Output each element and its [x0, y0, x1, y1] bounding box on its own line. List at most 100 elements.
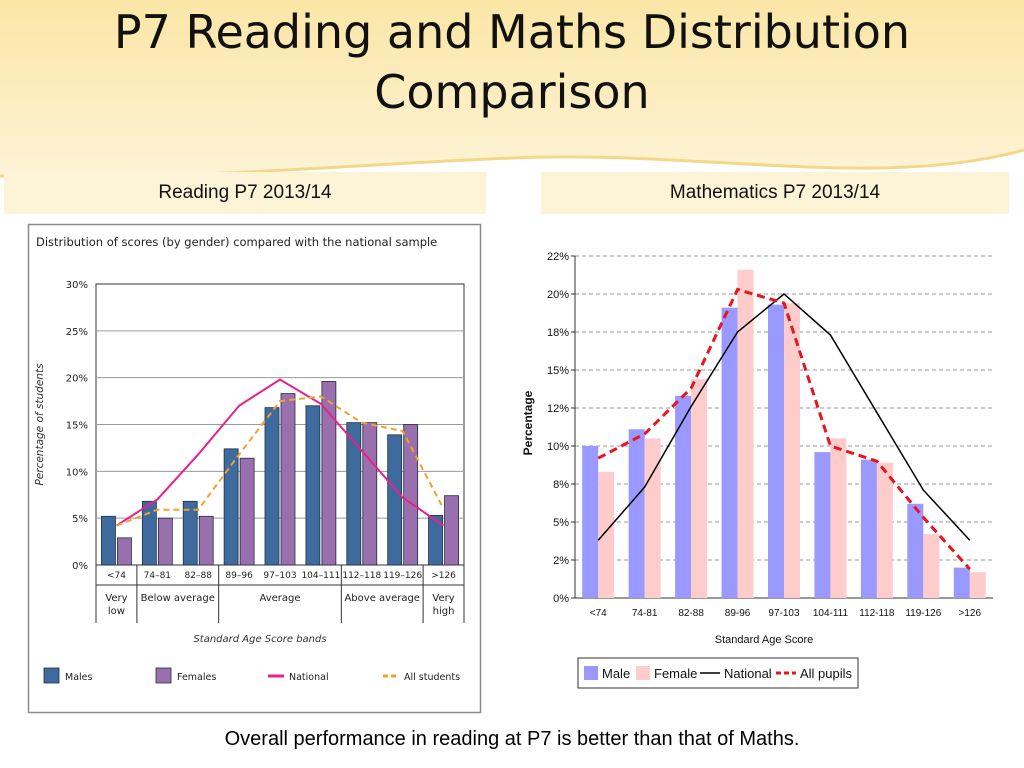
- reading-bar-females: [198, 515, 214, 566]
- maths-bar-female: [830, 438, 847, 598]
- maths-bar-male: [814, 452, 831, 598]
- reading-bar-females: [321, 381, 337, 566]
- reading-bar-males: [264, 407, 280, 566]
- reading-bar-males: [346, 422, 362, 566]
- maths-ytick-label: 12%: [547, 403, 569, 415]
- maths-xtick-label: 119-126: [905, 608, 941, 619]
- maths-legend-label: Female: [654, 666, 697, 681]
- maths-xtick-label: 89-96: [725, 608, 751, 619]
- maths-heading: Mathematics P7 2013/14: [541, 172, 1009, 214]
- reading-band-label: Above average: [344, 593, 420, 604]
- maths-bar-female: [644, 438, 661, 598]
- reading-chart: Distribution of scores (by gender) compa…: [27, 223, 482, 714]
- reading-bar-males: [101, 515, 116, 566]
- reading-xtick-label: >126: [431, 571, 456, 581]
- reading-bar-females: [239, 457, 255, 566]
- maths-bar-female: [691, 379, 708, 598]
- reading-legend-label: All students: [404, 672, 460, 683]
- maths-ytick-label: 10%: [547, 441, 569, 453]
- reading-ytick-label: 20%: [66, 374, 88, 385]
- maths-line-national: [597, 293, 971, 541]
- reading-legend-label: National: [289, 672, 329, 683]
- maths-ytick-label: 15%: [547, 365, 569, 377]
- maths-xtick-label: 74-81: [632, 608, 658, 619]
- maths-bar-female: [876, 462, 893, 598]
- reading-bar-females: [280, 393, 296, 566]
- reading-band-label: Average: [259, 593, 300, 604]
- reading-band-label: low: [108, 606, 125, 617]
- reading-xtick-label: <74: [107, 571, 126, 581]
- maths-bar-male: [907, 503, 924, 598]
- maths-bar-female: [969, 572, 986, 598]
- maths-xtick-label: 104-111: [813, 608, 849, 619]
- maths-legend-swatch: [584, 666, 598, 680]
- reading-bar-males: [182, 500, 198, 566]
- maths-bar-male: [953, 567, 970, 598]
- maths-xtick-label: >126: [959, 608, 982, 619]
- slide-caption: Overall performance in reading at P7 is …: [224, 728, 800, 750]
- reading-bar-females: [362, 422, 378, 566]
- reading-xtick-label: 74–81: [144, 571, 171, 581]
- maths-legend-label: All pupils: [800, 666, 853, 681]
- maths-bar-male: [721, 307, 738, 598]
- reading-bar-females: [444, 495, 459, 566]
- reading-ytick-label: 30%: [66, 280, 88, 291]
- reading-bar-males: [387, 434, 403, 566]
- reading-band-label: Below average: [141, 593, 215, 604]
- maths-bar-female: [784, 303, 800, 598]
- maths-line-all-pupils: [597, 287, 971, 571]
- reading-heading: Reading P7 2013/14: [4, 172, 486, 214]
- reading-line-national: [115, 378, 445, 527]
- reading-legend-label: Males: [65, 672, 93, 683]
- reading-bar-females: [157, 517, 173, 566]
- slide-title: P7 Reading and Maths Distribution Compar…: [0, 2, 1024, 122]
- reading-bar-females: [117, 537, 132, 566]
- maths-legend-label: Male: [602, 666, 630, 681]
- reading-bar-males: [223, 448, 239, 566]
- maths-bar-female: [598, 471, 615, 598]
- reading-xtick-label: 97–103: [263, 571, 296, 581]
- maths-legend-label: National: [724, 666, 772, 681]
- maths-xtick-label: 112-118: [859, 608, 895, 619]
- slide-title-line1: P7 Reading and Maths Distribution: [113, 5, 911, 59]
- maths-bar-male: [582, 446, 599, 598]
- maths-bar-female: [923, 534, 940, 598]
- reading-ytick-label: 25%: [66, 327, 88, 338]
- reading-legend-label: Females: [177, 672, 216, 683]
- maths-bar-male: [628, 429, 645, 598]
- maths-x-axis-label: Standard Age Score: [715, 634, 813, 646]
- reading-ytick-label: 15%: [66, 421, 88, 432]
- reading-xtick-label: 112–118: [342, 571, 381, 581]
- reading-bar-males: [141, 500, 157, 566]
- reading-bar-males: [428, 514, 443, 566]
- reading-y-axis-label: Percentage of students: [34, 363, 46, 486]
- maths-xtick-label: 82-88: [678, 608, 704, 619]
- reading-ytick-label: 10%: [66, 467, 88, 478]
- reading-xtick-label: 104–111: [301, 571, 340, 581]
- maths-ytick-label: 5%: [553, 517, 569, 529]
- maths-ytick-label: 18%: [547, 327, 569, 339]
- reading-line-all-students: [116, 395, 445, 527]
- maths-chart: 0% 2% 5% 8% 10% 12% 15% 18% 20% 22% Percentage <74 7…: [521, 251, 993, 689]
- maths-bar-male: [675, 395, 692, 598]
- reading-legend-swatch: [155, 667, 172, 684]
- maths-legend-swatch: [636, 666, 650, 680]
- maths-ytick-label: 2%: [553, 555, 569, 567]
- reading-band-label: Very: [105, 593, 127, 604]
- reading-band-label: high: [433, 606, 455, 617]
- reading-bar-males: [305, 405, 321, 566]
- maths-bar-male: [860, 459, 877, 598]
- reading-xtick-label: 82–88: [185, 571, 213, 581]
- maths-xtick-label: <74: [590, 608, 607, 619]
- reading-xtick-label: 89–96: [225, 571, 253, 581]
- slide-title-line2: Comparison: [374, 65, 650, 119]
- maths-ytick-label: 0%: [553, 593, 569, 605]
- reading-xtick-label: 119–126: [383, 571, 422, 581]
- maths-bar-female: [737, 269, 754, 598]
- maths-ytick-label: 20%: [547, 289, 569, 301]
- reading-bar-females: [403, 424, 419, 566]
- maths-ytick-label: 8%: [553, 479, 569, 491]
- reading-ytick-label: 5%: [72, 514, 88, 525]
- maths-bar-male: [768, 304, 784, 598]
- maths-ytick-label: 22%: [547, 251, 569, 263]
